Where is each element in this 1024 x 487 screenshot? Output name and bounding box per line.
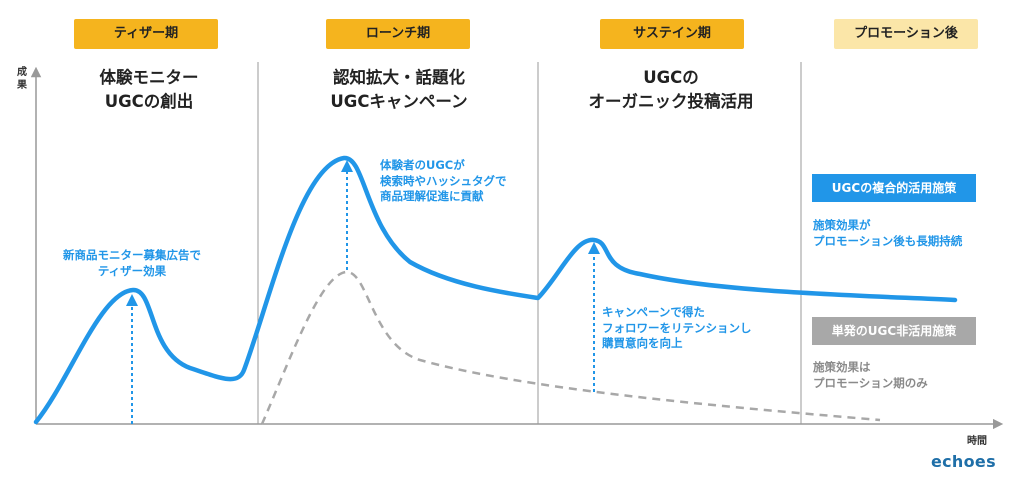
phase-badge-teaser: ティザー期 [74,19,218,49]
phase-badge-launch: ローンチ期 [326,19,470,49]
phase-title-launch: 認知拡大・話題化 UGCキャンペーン [330,68,468,111]
legend-with-ugc-desc: 施策効果が プロモーション後も長期持続 [813,218,963,248]
legend-with-ugc: UGCの複合的活用施策 [812,174,976,202]
echoes-logo: echoes [931,452,996,471]
phase-badge-post: プロモーション後 [834,19,978,49]
x-axis-label: 時間 [967,436,987,447]
without-ugc-curve [260,270,881,425]
phase-title-teaser: 体験モニター UGCの創出 [99,68,199,111]
phase-badge-sustain: サステイン期 [600,19,744,49]
y-axis-label: 成 果 [17,67,27,91]
legend-without-ugc-desc: 施策効果は プロモーション期のみ [813,360,928,390]
legend-without-ugc: 単発のUGC非活用施策 [812,317,976,345]
sustain-note: キャンペーンで得た フォロワーをリテンションし 購買意向を向上 [602,305,752,350]
with-ugc-curve [33,155,958,425]
phase-title-sustain: UGCの オーガニック投稿活用 [588,68,754,111]
teaser-note: 新商品モニター募集広告で ティザー効果 [63,248,201,278]
launch-note: 体験者のUGCが 検索時やハッシュタグで 商品理解促進に貢献 [380,158,507,203]
